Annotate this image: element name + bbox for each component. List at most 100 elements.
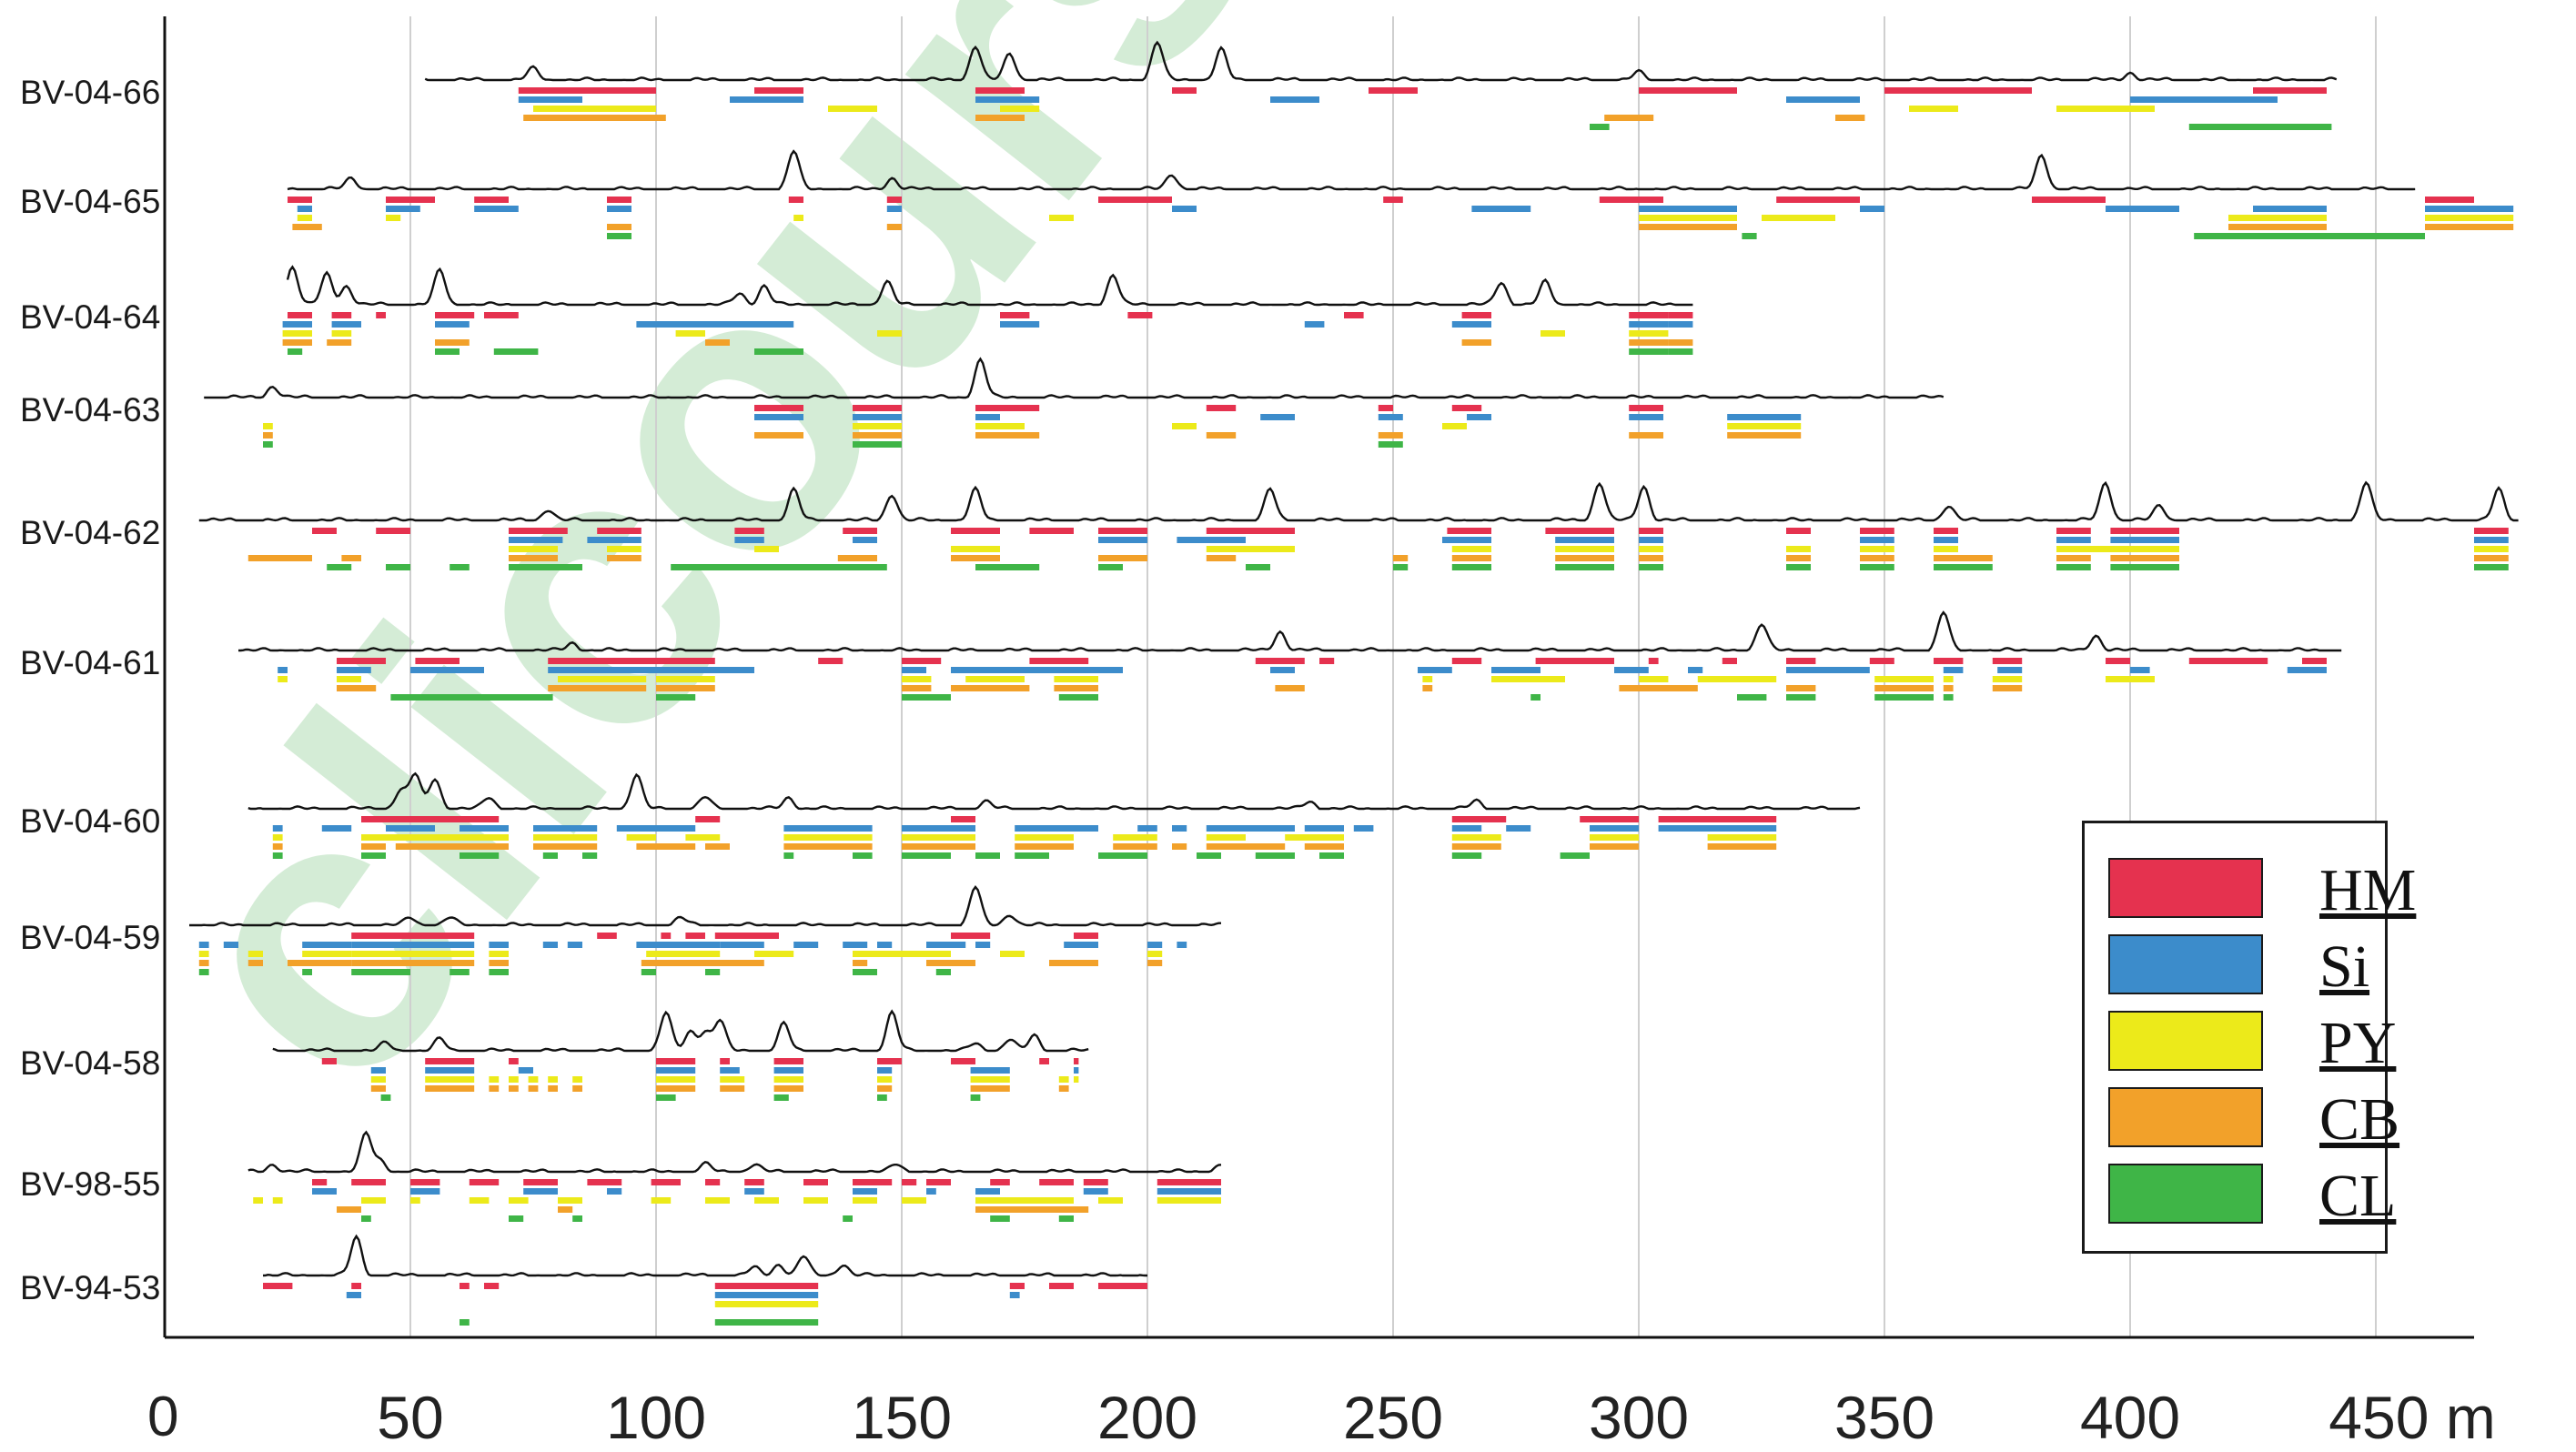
interval-bar-si <box>1064 942 1098 948</box>
interval-bar-py <box>2106 676 2155 682</box>
interval-bar-si <box>636 321 794 328</box>
interval-bar-py <box>386 215 401 221</box>
interval-bar-hm <box>734 528 764 534</box>
interval-bar-cl <box>1737 694 1767 701</box>
interval-bar-hm <box>685 933 705 939</box>
interval-bar-si <box>1943 667 1964 673</box>
interval-bar-si <box>198 942 209 948</box>
interval-bar-cb <box>528 1085 539 1092</box>
interval-bar-hm <box>1383 197 1403 203</box>
hole-label: BV-04-61 <box>20 644 161 681</box>
interval-bar-py <box>509 1197 529 1204</box>
interval-bar-si <box>720 1067 740 1074</box>
interval-bar-cb <box>1590 843 1639 850</box>
interval-bar-si <box>278 667 288 673</box>
interval-bar-si <box>386 825 435 832</box>
interval-bar-py <box>1639 546 1663 552</box>
interval-bar-py <box>803 1197 828 1204</box>
assay-profile-line <box>247 1130 1222 1174</box>
interval-bar-py <box>675 330 705 337</box>
interval-bar-si <box>1860 537 1894 543</box>
interval-bar-cl <box>853 441 902 448</box>
interval-bar-cb <box>263 432 273 439</box>
legend-swatch <box>2108 1087 2263 1147</box>
interval-bar-si <box>1727 414 1802 420</box>
interval-bar-hm <box>951 816 975 822</box>
interval-bar-py <box>1054 676 1098 682</box>
interval-bar-py <box>656 1076 696 1083</box>
interval-bar-cl <box>2188 124 2332 130</box>
interval-bar-cb <box>1786 685 1816 691</box>
interval-bar-hm <box>853 1179 893 1185</box>
interval-bar-cl <box>1874 694 1934 701</box>
interval-bar-cb <box>509 1085 519 1092</box>
x-tick-label: 450 m <box>2329 1384 2496 1451</box>
interval-bar-py <box>1590 834 1639 841</box>
interval-bar-cb <box>247 960 263 966</box>
interval-bar-si <box>509 537 563 543</box>
interval-bar-cb <box>1172 843 1187 850</box>
interval-bar-hm <box>351 1179 386 1185</box>
interval-bar-cb <box>370 1085 386 1092</box>
interval-bar-py <box>1000 106 1040 112</box>
interval-bar-cl <box>935 969 951 975</box>
interval-bar-py <box>198 951 209 957</box>
interval-bar-cl <box>1319 852 1344 859</box>
interval-bar-hm <box>337 658 386 664</box>
interval-bar-si <box>1074 1067 1079 1074</box>
interval-bar-hm <box>951 933 991 939</box>
interval-bar-hm <box>1722 658 1737 664</box>
interval-bar-hm <box>1934 658 1964 664</box>
interval-bar-si <box>902 667 926 673</box>
interval-bar-hm <box>331 312 352 318</box>
interval-bar-cl <box>902 694 951 701</box>
interval-bar-si <box>1629 321 1669 328</box>
interval-bar-cb <box>351 960 475 966</box>
interval-bar-hm <box>1648 658 1659 664</box>
interval-bar-cb <box>720 1085 745 1092</box>
interval-bar-py <box>720 1076 745 1083</box>
interval-bar-cb <box>641 960 764 966</box>
interval-bar-si <box>1451 825 1482 832</box>
interval-bar-py <box>361 1197 386 1204</box>
interval-bar-hm <box>321 1058 337 1064</box>
interval-bar-hm <box>474 197 509 203</box>
interval-bar-cb <box>327 339 352 346</box>
interval-bar-cb <box>533 843 598 850</box>
interval-bar-si <box>607 206 631 212</box>
interval-bar-py <box>263 423 273 429</box>
interval-bar-si <box>1418 667 1452 673</box>
interval-bar-cb <box>1393 555 1409 561</box>
interval-bar-si <box>1688 667 1703 673</box>
interval-bar-si <box>1137 825 1157 832</box>
interval-bar-si <box>793 942 819 948</box>
interval-bar-cl <box>853 852 873 859</box>
interval-bar-hm <box>661 933 672 939</box>
interval-bar-hm <box>2425 197 2474 203</box>
interval-bar-hm <box>695 816 721 822</box>
hole-label: BV-04-62 <box>20 514 161 551</box>
interval-bar-cl <box>2474 564 2509 570</box>
interval-bar-cl <box>1098 564 1123 570</box>
interval-bar-hm <box>597 528 641 534</box>
interval-bar-si <box>2130 667 2150 673</box>
interval-bar-cb <box>2110 555 2179 561</box>
interval-bar-hm <box>902 658 942 664</box>
interval-bar-hm <box>263 1283 293 1289</box>
interval-bar-cb <box>1275 685 1305 691</box>
interval-bar-si <box>1590 825 1639 832</box>
hole-label: BV-04-59 <box>20 919 161 956</box>
interval-bar-hm <box>351 1283 361 1289</box>
interval-bar-cb <box>783 843 873 850</box>
interval-bar-cb <box>1943 685 1954 691</box>
interval-bar-si <box>2106 206 2179 212</box>
interval-bar-hm <box>1029 528 1074 534</box>
interval-bar-hm <box>1992 658 2023 664</box>
interval-bar-py <box>1172 423 1197 429</box>
interval-bar-py <box>828 106 877 112</box>
interval-bar-si <box>302 942 352 948</box>
interval-bar-cl <box>1934 564 1993 570</box>
interval-bar-hm <box>1869 658 1894 664</box>
hole-label: BV-94-53 <box>20 1269 161 1306</box>
interval-bar-hm <box>2253 87 2327 94</box>
